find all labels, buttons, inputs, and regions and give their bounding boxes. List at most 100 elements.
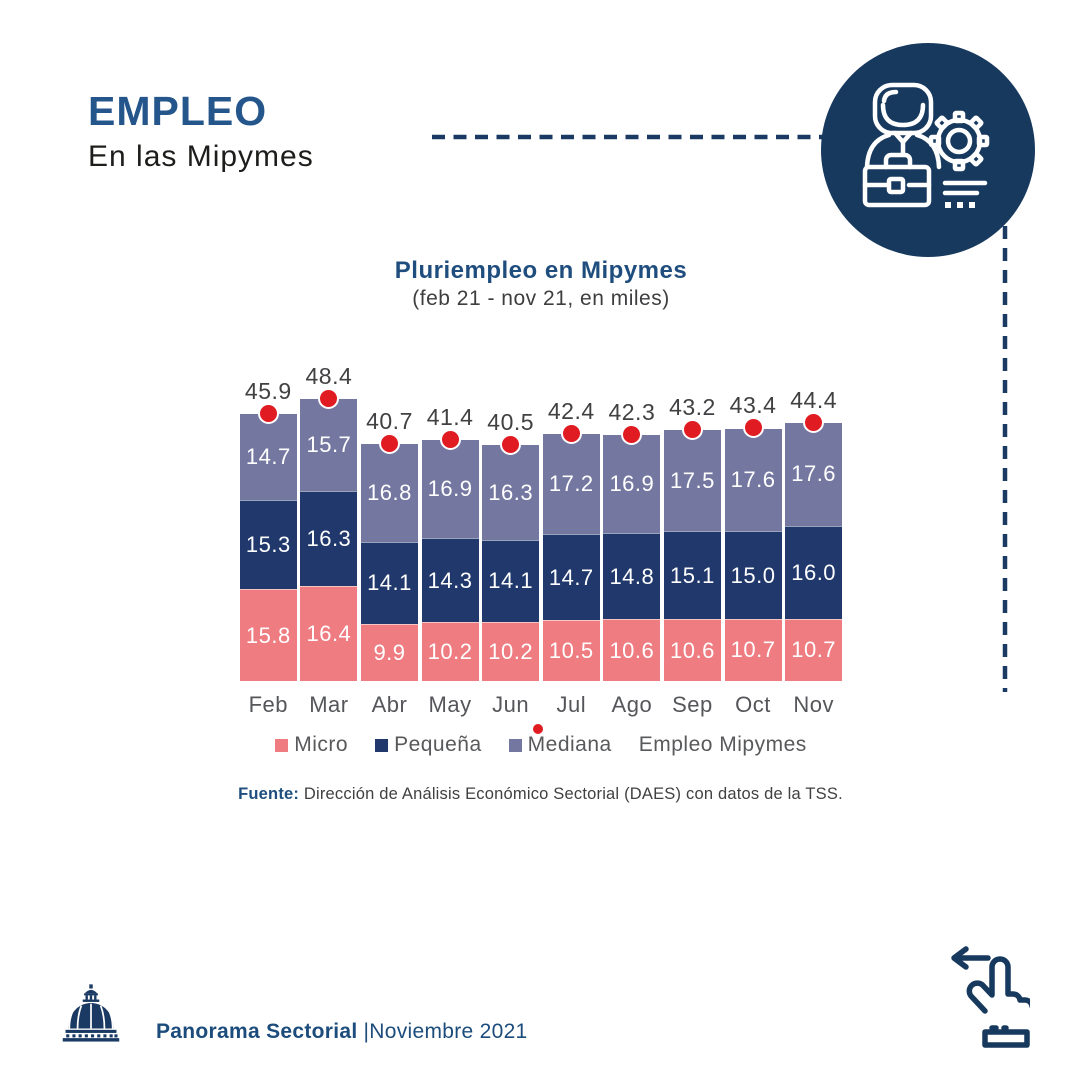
segment-mediana: 16.9 (421, 440, 479, 539)
segment-value: 10.6 (609, 637, 655, 663)
segment-value: 14.3 (427, 567, 473, 593)
segment-pequeña: 15.1 (663, 531, 721, 620)
legend-square-marker (275, 738, 289, 752)
segment-mediana: 16.9 (603, 434, 661, 534)
legend-item-mediana: Mediana (508, 733, 612, 757)
chart-subtitle: (feb 21 - nov 21, en miles) (412, 287, 670, 310)
employment-hero-badge (821, 43, 1035, 257)
segment-value: 15.1 (670, 562, 715, 588)
segment-pequeña: 14.1 (360, 541, 418, 624)
legend-label: Pequeña (394, 733, 482, 756)
segment-mediana: 17.2 (542, 434, 600, 535)
segment-pequeña: 15.0 (724, 531, 782, 619)
empleo-mipymes-dot (439, 429, 461, 451)
capitol-dome-logo (62, 984, 120, 1042)
segment-value: 15.8 (245, 622, 291, 648)
stacked-bar-chart: 45.9 14.7 15.3 15.8 48.4 15.7 16.3 16.4 40.7 16.8… (238, 340, 844, 681)
bar-nov: 44.4 17.6 16.0 10.7 (785, 387, 843, 681)
segment-value: 10.5 (548, 637, 594, 663)
worker-gear-briefcase-icon (862, 82, 990, 208)
segment-micro: 10.6 (603, 619, 661, 681)
segment-micro: 10.5 (542, 619, 600, 681)
total-value-label: 40.7 (366, 408, 413, 435)
bar-mar: 48.4 15.7 16.3 16.4 (300, 363, 358, 681)
total-value-label: 42.3 (608, 398, 656, 425)
segment-value: 10.7 (791, 637, 837, 663)
legend-square-marker (375, 738, 389, 752)
source-note: Fuente: Dirección de Análisis Económico … (0, 785, 1081, 804)
legend-label: Micro (294, 733, 349, 756)
legend-item-pequeña: Pequeña (375, 733, 482, 757)
segment-value: 14.1 (367, 570, 412, 596)
segment-micro: 10.2 (482, 621, 540, 681)
segment-pequeña: 14.1 (482, 539, 540, 622)
month-label-feb: Feb (248, 692, 288, 717)
segment-pequeña: 16.0 (785, 525, 843, 619)
bar-abr: 40.7 16.8 14.1 9.9 (360, 408, 418, 681)
segment-micro: 10.6 (663, 619, 721, 681)
total-value-label: 42.4 (547, 398, 595, 425)
month-label-oct: Oct (735, 692, 771, 717)
vertical-dashed-line (1002, 226, 1008, 692)
legend-item-micro: Micro (275, 733, 348, 757)
gear-icon (928, 110, 990, 172)
swipe-left-hand-icon (951, 946, 1030, 1048)
horizontal-dashed-line (432, 134, 828, 140)
segment-mediana: 17.6 (724, 429, 782, 532)
total-value-label: 43.2 (669, 393, 716, 420)
segment-value: 9.9 (373, 639, 406, 665)
left-arrow-icon (951, 946, 991, 970)
footer-brand: Panorama Sectorial (156, 1020, 358, 1043)
segment-value: 15.7 (306, 432, 352, 458)
segment-value: 17.6 (730, 467, 776, 493)
total-value-label: 41.4 (426, 404, 474, 431)
chart-legend: Micro Pequeña Mediana Empleo Mipymes (238, 722, 844, 757)
month-label-abr: Abr (371, 692, 408, 717)
page-title: EMPLEO (88, 88, 268, 134)
segment-micro: 9.9 (360, 623, 418, 681)
segment-value: 14.1 (488, 568, 534, 594)
legend-label: Empleo Mipymes (638, 733, 807, 756)
empleo-mipymes-dot (257, 402, 279, 424)
month-label-jul: Jul (556, 692, 587, 717)
segment-value: 16.4 (306, 620, 352, 646)
empleo-mipymes-dot (378, 433, 400, 455)
segment-value: 14.7 (245, 444, 291, 470)
segment-micro: 10.7 (724, 618, 782, 681)
segment-value: 17.6 (791, 461, 837, 487)
segment-value: 16.9 (427, 476, 473, 502)
legend-item-empleo-mipymes: Empleo Mipymes (530, 722, 807, 757)
empleo-mipymes-dot (621, 423, 643, 445)
month-label-jun: Jun (492, 692, 530, 717)
legend-square-marker (508, 738, 522, 752)
briefcase-icon (862, 152, 932, 208)
bar-may: 41.4 16.9 14.3 10.2 (421, 404, 479, 681)
segment-mediana: 15.7 (300, 399, 358, 491)
month-label-ago: Ago (611, 692, 653, 717)
month-label-nov: Nov (793, 692, 834, 717)
empleo-mipymes-dot (318, 388, 340, 410)
source-label: Fuente: (238, 785, 300, 803)
empleo-mipymes-dot (742, 417, 764, 439)
segment-pequeña: 14.8 (603, 533, 661, 620)
page-subtitle: En las Mipymes (88, 140, 314, 173)
month-label-mar: Mar (309, 692, 349, 717)
segment-pequeña: 15.3 (239, 500, 297, 589)
bar-jul: 42.4 17.2 14.7 10.5 (542, 398, 600, 681)
bar-oct: 43.4 17.6 15.0 10.7 (724, 392, 782, 681)
person-icon (864, 82, 942, 170)
total-value-label: 48.4 (305, 363, 353, 390)
segment-value: 16.8 (367, 479, 412, 505)
bar-jun: 40.5 16.3 14.1 10.2 (482, 409, 540, 681)
segment-value: 10.2 (488, 638, 534, 664)
segment-value: 15.3 (245, 532, 291, 557)
chart-title: Pluriempleo en Mipymes (394, 257, 688, 284)
month-label-may: May (428, 692, 472, 717)
total-value-label: 43.4 (729, 392, 777, 419)
segment-pequeña: 14.3 (421, 538, 479, 622)
segment-value: 14.8 (609, 563, 655, 589)
footer-edition: |Noviembre 2021 (363, 1020, 528, 1043)
segment-pequeña: 14.7 (542, 534, 600, 620)
bar-feb: 45.9 14.7 15.3 15.8 (239, 378, 297, 681)
